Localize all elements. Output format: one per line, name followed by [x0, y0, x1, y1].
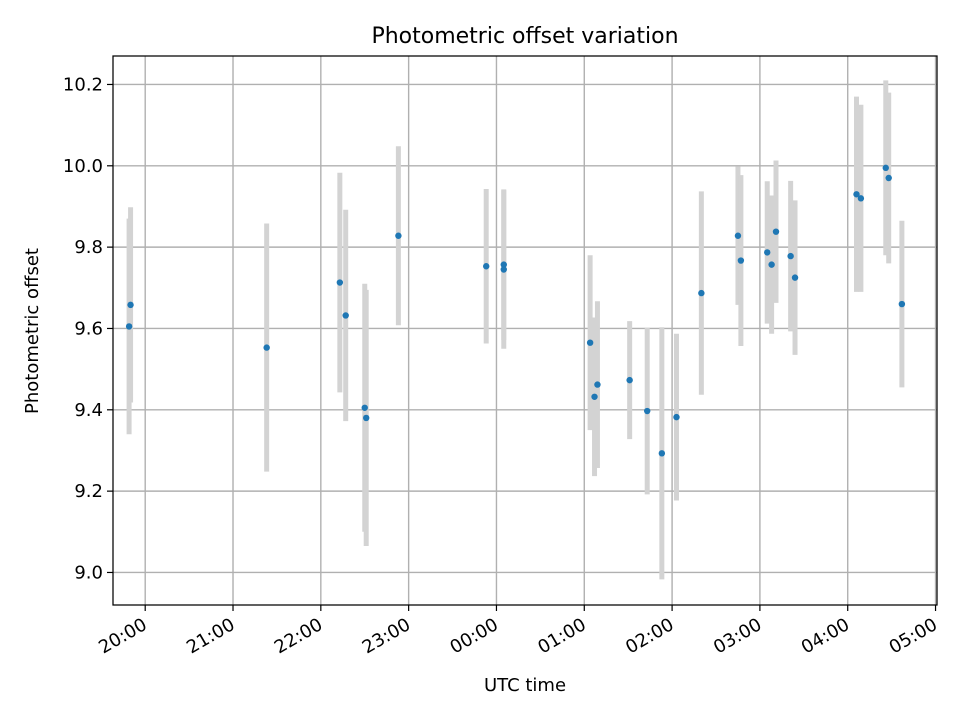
data-point	[342, 312, 349, 319]
data-point	[591, 393, 598, 400]
data-point	[500, 266, 507, 273]
data-point	[361, 404, 368, 411]
data-point	[658, 450, 666, 457]
data-point	[673, 413, 680, 421]
x-tick-label: 05:00	[886, 614, 941, 658]
y-tick-label: 10.2	[63, 74, 103, 95]
plot-frame	[112, 55, 938, 606]
y-tick-label: 9.6	[74, 318, 103, 339]
data-point	[483, 263, 490, 270]
x-axis-ticks: 20:00 21:00 22:00 23:00 00:00 01:00 02:00 03:00…	[95, 605, 941, 658]
x-tick-label: 04:00	[798, 614, 853, 658]
data-point	[734, 232, 742, 239]
data-point	[500, 261, 507, 268]
data-point	[898, 300, 906, 308]
data-point	[791, 274, 799, 281]
data-point	[586, 339, 594, 346]
x-tick-label: 03:00	[710, 614, 765, 658]
data-point	[853, 191, 860, 198]
y-tick-label: 9.0	[74, 562, 103, 583]
y-tick-label: 9.2	[74, 481, 103, 502]
data-point	[737, 257, 745, 264]
grid-lines	[113, 56, 937, 605]
y-axis-label: Photometric offset	[22, 248, 43, 414]
x-tick-label: 02:00	[622, 614, 677, 658]
data-point	[772, 228, 780, 235]
data-point	[787, 252, 794, 260]
data-point	[125, 323, 133, 330]
x-tick-label: 20:00	[95, 614, 150, 658]
error-bars	[126, 80, 905, 580]
data-point	[764, 249, 771, 256]
x-axis-label: UTC time	[484, 675, 566, 696]
x-tick-label: 00:00	[447, 614, 502, 658]
y-tick-label: 10.0	[63, 156, 103, 177]
data-point	[594, 381, 601, 388]
y-axis-ticks: 9.0 9.2 9.4 9.6 9.8 10.0 10.2	[63, 74, 113, 583]
x-tick-label: 01:00	[534, 614, 589, 658]
x-tick-label: 22:00	[271, 614, 326, 658]
data-point	[363, 414, 370, 422]
y-tick-label: 9.4	[74, 400, 103, 421]
data-point	[857, 195, 865, 202]
data-point	[644, 407, 651, 415]
data-point	[127, 301, 134, 309]
y-tick-label: 9.8	[74, 237, 103, 258]
data-point	[395, 232, 402, 239]
data-points	[125, 164, 906, 457]
data-point	[698, 289, 705, 297]
chart-title: Photometric offset variation	[371, 24, 678, 49]
data-point	[885, 174, 892, 182]
x-tick-label: 23:00	[359, 614, 414, 658]
data-point	[768, 261, 775, 268]
data-point	[882, 164, 889, 172]
data-point	[336, 279, 344, 286]
data-point	[263, 344, 270, 351]
data-point	[626, 376, 633, 384]
x-tick-label: 21:00	[183, 614, 238, 658]
